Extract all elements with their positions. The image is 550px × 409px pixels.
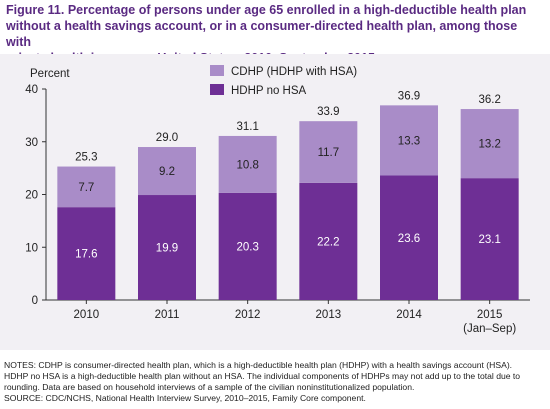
notes-line-1: NOTES: CDHP is consumer-directed health … — [4, 360, 513, 370]
data-label-cdhp: 10.8 — [236, 159, 258, 171]
y-tick-label: 20 — [25, 190, 38, 202]
notes: NOTES: CDHP is consumer-directed health … — [4, 360, 546, 404]
x-tick-label: 2013 — [316, 309, 342, 321]
source-line: SOURCE: CDC/NCHS, National Health Interv… — [4, 393, 366, 403]
bar-cdhp — [218, 135, 277, 193]
title-line-1: Figure 11. Percentage of persons under a… — [6, 3, 527, 17]
y-axis-title: Percent — [30, 68, 70, 80]
bar-cdhp — [460, 109, 519, 179]
data-label-cdhp: 11.7 — [318, 147, 340, 159]
legend-swatch — [210, 84, 224, 95]
data-label-cdhp: 13.3 — [398, 135, 420, 147]
data-label-total: 36.9 — [398, 90, 420, 102]
data-label-hdhp-no-hsa: 23.1 — [478, 234, 500, 246]
data-label-total: 36.2 — [478, 94, 500, 106]
data-label-hdhp-no-hsa: 19.9 — [156, 243, 178, 255]
bar-hdhp-no-hsa — [57, 207, 116, 300]
data-label-cdhp: 7.7 — [78, 182, 94, 194]
data-label-hdhp-no-hsa: 22.2 — [317, 236, 339, 248]
bar-hdhp-no-hsa — [299, 182, 358, 300]
y-tick-label: 0 — [32, 295, 38, 307]
x-tick-label: 2012 — [235, 309, 261, 321]
x-tick-label: 2010 — [74, 309, 100, 321]
y-tick-label: 10 — [25, 242, 38, 254]
y-tick-label: 30 — [25, 137, 38, 149]
bar-cdhp — [380, 105, 438, 176]
bar-cdhp — [299, 121, 358, 183]
data-label-hdhp-no-hsa: 20.3 — [236, 241, 258, 253]
data-label-hdhp-no-hsa: 23.6 — [398, 233, 420, 245]
y-tick-label: 40 — [25, 84, 38, 96]
x-tick-sublabel: (Jan–Sep) — [463, 323, 516, 335]
bar-hdhp-no-hsa — [460, 178, 519, 300]
title-line-2: without a health savings account, or in … — [6, 19, 518, 49]
notes-line-3: rounding. Data are based on household in… — [4, 382, 415, 392]
data-label-total: 29.0 — [156, 132, 178, 144]
legend-label: CDHP (HDHP with HSA) — [231, 66, 357, 78]
bar-hdhp-no-hsa — [218, 192, 277, 300]
data-label-cdhp: 9.2 — [159, 166, 175, 178]
bar-cdhp — [138, 147, 196, 196]
data-label-total: 33.9 — [317, 106, 339, 118]
x-tick-label: 2011 — [155, 309, 180, 321]
bar-hdhp-no-hsa — [138, 195, 196, 300]
data-label-total: 25.3 — [75, 152, 97, 164]
x-tick-label: 2015 — [477, 309, 503, 321]
data-label-cdhp: 13.2 — [478, 139, 500, 151]
data-label-total: 31.1 — [236, 121, 258, 133]
x-tick-label: 2014 — [396, 309, 422, 321]
bar-cdhp — [57, 166, 116, 208]
legend-swatch — [210, 65, 224, 76]
legend-label: HDHP no HSA — [231, 85, 307, 97]
bar-hdhp-no-hsa — [380, 175, 438, 300]
data-label-hdhp-no-hsa: 17.6 — [75, 249, 97, 261]
notes-line-2: HDHP no HSA is a high-deductible health … — [4, 371, 521, 381]
